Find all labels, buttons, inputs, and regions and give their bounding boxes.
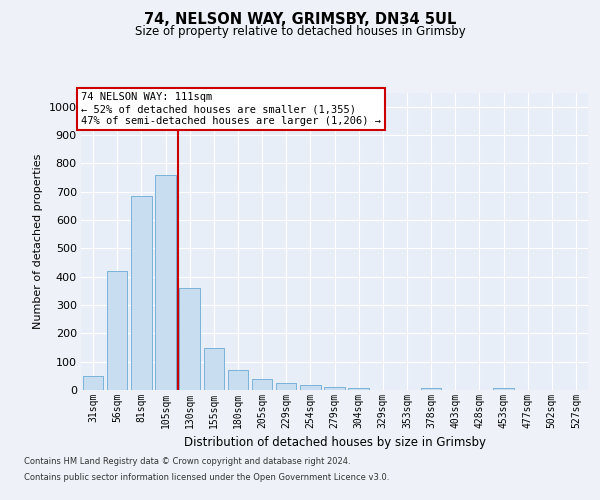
Y-axis label: Number of detached properties: Number of detached properties — [33, 154, 43, 329]
Bar — [155, 174, 176, 390]
Text: Contains HM Land Registry data © Crown copyright and database right 2024.: Contains HM Land Registry data © Crown c… — [24, 458, 350, 466]
Bar — [107, 271, 127, 390]
Bar — [83, 376, 103, 390]
Bar — [252, 379, 272, 390]
Bar — [227, 370, 248, 390]
Text: 74 NELSON WAY: 111sqm
← 52% of detached houses are smaller (1,355)
47% of semi-d: 74 NELSON WAY: 111sqm ← 52% of detached … — [81, 92, 381, 126]
Bar — [276, 383, 296, 390]
Bar — [203, 348, 224, 390]
Text: Size of property relative to detached houses in Grimsby: Size of property relative to detached ho… — [134, 25, 466, 38]
Bar — [349, 388, 369, 390]
Bar — [300, 385, 320, 390]
Bar — [493, 388, 514, 390]
Bar — [324, 386, 345, 390]
Bar — [131, 196, 152, 390]
Bar — [421, 388, 442, 390]
Bar — [179, 288, 200, 390]
Text: Contains public sector information licensed under the Open Government Licence v3: Contains public sector information licen… — [24, 472, 389, 482]
Text: 74, NELSON WAY, GRIMSBY, DN34 5UL: 74, NELSON WAY, GRIMSBY, DN34 5UL — [144, 12, 456, 28]
X-axis label: Distribution of detached houses by size in Grimsby: Distribution of detached houses by size … — [184, 436, 485, 450]
